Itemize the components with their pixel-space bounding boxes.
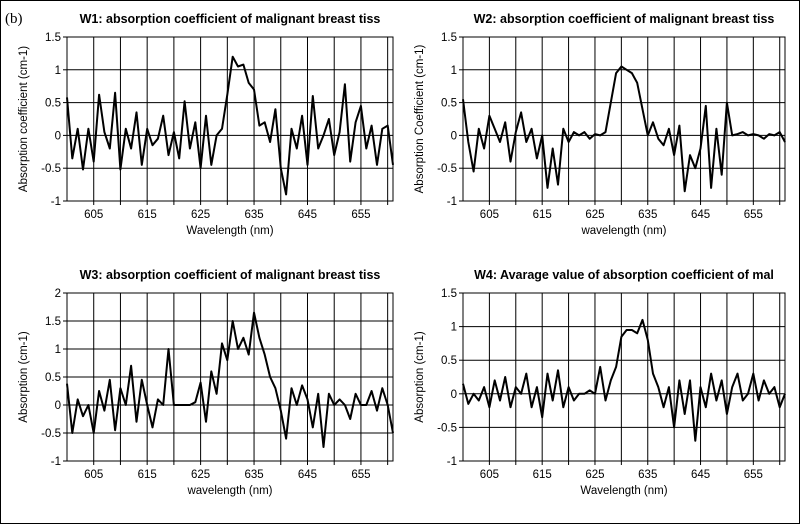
chart-1-frame	[66, 36, 394, 202]
chart-3-xtick-label: 625	[191, 469, 210, 481]
chart-1-xlabel: Wavelength (nm)	[186, 225, 273, 237]
chart-3-ytick-label: -0.5	[41, 428, 61, 440]
chart-2-ylabel: Absorption Coefficient (cm-1)	[414, 44, 426, 193]
chart-2-xtick-label: 655	[744, 209, 763, 221]
chart-1-xtick-label: 635	[244, 209, 263, 221]
chart-1-xtick-label: 625	[191, 209, 210, 221]
chart-3-xtick-label: 605	[84, 469, 103, 481]
chart-4-ytick-label: -1	[447, 456, 457, 468]
chart-4-series-line	[462, 318, 786, 442]
chart-2-xtick-label: 625	[585, 209, 604, 221]
chart-1-xtick-label: 645	[298, 209, 317, 221]
chart-3-ytick-label: -1	[51, 456, 61, 468]
chart-2-xlabel: wavelength (nm)	[580, 225, 666, 237]
chart-4-xlabel: Wavelength (nm)	[580, 485, 667, 497]
chart-4-title: W4: Avarage value of absorption coeffici…	[474, 268, 774, 282]
chart-1-ytick-label: 0	[55, 130, 61, 142]
chart-2-xtick-label: 605	[480, 209, 499, 221]
chart-3-ytick-label: 0	[55, 400, 61, 412]
chart-1-ytick-label: 1	[55, 65, 61, 77]
chart-4-xtick-label: 655	[744, 469, 763, 481]
chart-3-ytick-label: 1	[55, 344, 61, 356]
chart-1-ylabel: Absorption coefficient (cm-1)	[18, 46, 30, 192]
chart-3-xtick-label: 655	[351, 469, 370, 481]
chart-2-ytick-label: -1	[447, 196, 457, 208]
chart-4-xtick-label: 605	[480, 469, 499, 481]
chart-2-ytick-label: 0	[451, 130, 457, 142]
chart-4-xtick-label: 635	[638, 469, 657, 481]
chart-1-ytick-label: -0.5	[41, 163, 61, 175]
chart-2-ytick-label: -0.5	[437, 163, 457, 175]
chart-2-xtick-label: 615	[533, 209, 552, 221]
chart-4-ytick-label: -0.5	[437, 422, 457, 434]
chart-2-ytick-label: 1.5	[441, 32, 457, 44]
chart-3-ytick-label: 0.5	[45, 372, 61, 384]
chart-3-frame	[66, 292, 394, 462]
chart-4-ytick-label: 0.5	[441, 355, 457, 367]
chart-3-ytick-label: 2	[55, 288, 61, 300]
chart-2-ytick-label: 0.5	[441, 98, 457, 110]
chart-3-title: W3: absorption coefficient of malignant …	[80, 268, 381, 282]
chart-4-xtick-label: 625	[585, 469, 604, 481]
chart-3-xtick-label: 645	[298, 469, 317, 481]
chart-1-series-line	[66, 55, 394, 196]
panel-label: (b)	[5, 11, 23, 27]
chart-2-xtick-label: 635	[638, 209, 657, 221]
chart-2-ytick-label: 1	[451, 65, 457, 77]
chart-1-xtick-label: 605	[84, 209, 103, 221]
chart-4-ytick-label: 1.5	[441, 288, 457, 300]
chart-4-ylabel: Absorption (cm-1)	[414, 331, 426, 423]
chart-4-ytick-label: 0	[451, 389, 457, 401]
chart-2-series-line	[462, 65, 786, 193]
chart-3-ytick-label: 1.5	[45, 316, 61, 328]
chart-3-series-line	[66, 311, 394, 448]
chart-3-xlabel: wavelength (nm)	[186, 485, 272, 497]
chart-3-xtick-label: 635	[244, 469, 263, 481]
chart-3-xtick-label: 615	[138, 469, 157, 481]
chart-3-ylabel: Absorption (cm-1)	[18, 331, 30, 423]
chart-1-title: W1: absorption coefficient of malignant …	[80, 12, 381, 26]
chart-1-xtick-label: 655	[351, 209, 370, 221]
chart-2-xtick-label: 645	[691, 209, 710, 221]
chart-4-xtick-label: 615	[533, 469, 552, 481]
chart-1-xtick-label: 615	[138, 209, 157, 221]
chart-2-frame	[462, 36, 786, 202]
chart-4-xtick-label: 645	[691, 469, 710, 481]
chart-4-ytick-label: 1	[451, 322, 457, 334]
chart-1-ytick-label: 0.5	[45, 98, 61, 110]
chart-1-ytick-label: -1	[51, 196, 61, 208]
chart-4-frame	[462, 292, 786, 462]
chart-2-title: W2: absorption coefficient of malignant …	[474, 12, 775, 26]
chart-1-ytick-label: 1.5	[45, 32, 61, 44]
